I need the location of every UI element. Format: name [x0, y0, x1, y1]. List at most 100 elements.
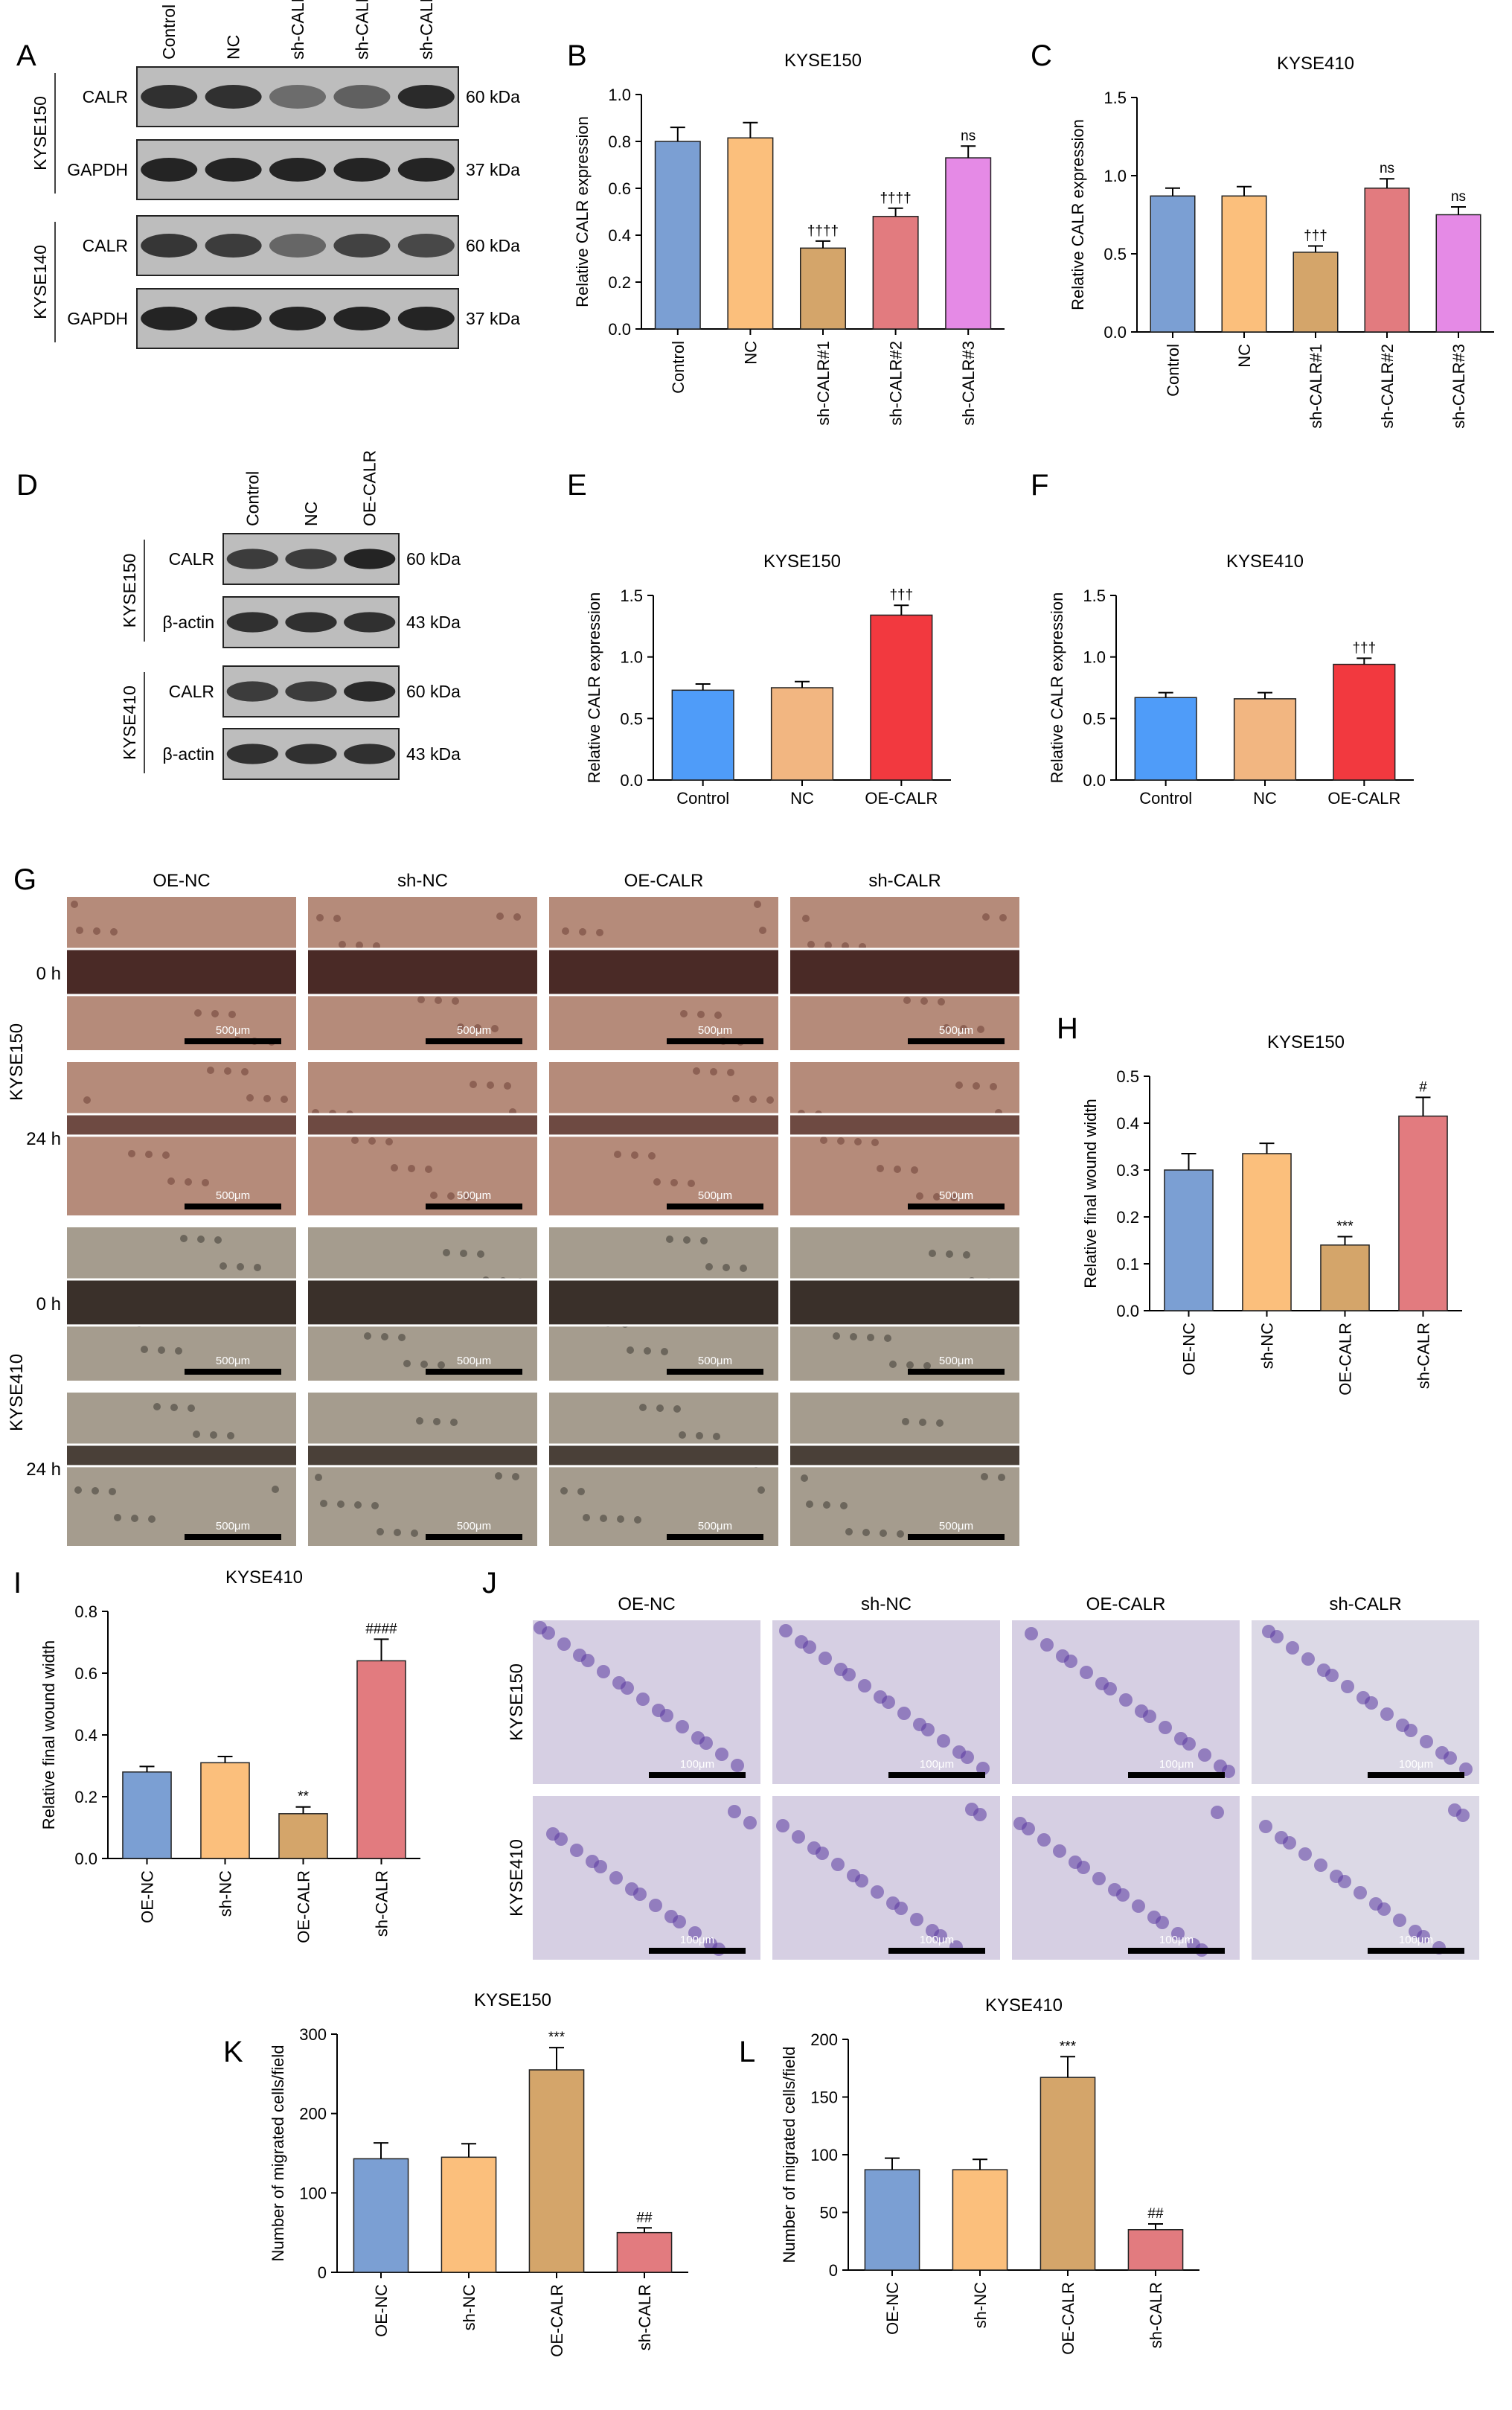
scale-bar — [667, 1204, 763, 1209]
chart-title: KYSE150 — [784, 51, 862, 71]
scale-bar — [426, 1038, 522, 1044]
wound-gap — [790, 1445, 1019, 1466]
x-tick-label: OE-CALR — [548, 2284, 566, 2357]
cell-texture — [845, 1528, 853, 1535]
cell-texture — [316, 914, 324, 921]
cell-texture — [656, 1404, 664, 1412]
cell-texture — [1211, 1806, 1224, 1819]
bar-charts: KYSE150 0.0 0.2 0.4 0.6 0.8 1.0 Relative CALR e… — [39, 51, 1494, 2357]
cell-texture — [167, 1177, 175, 1185]
cell-texture — [354, 1501, 362, 1509]
cell-texture — [946, 1250, 953, 1258]
cell-texture — [241, 1068, 249, 1075]
cell-texture — [175, 1347, 182, 1355]
cell-texture — [600, 1515, 607, 1522]
cell-texture — [373, 942, 380, 950]
cell-texture — [435, 997, 442, 1004]
chart-title: KYSE150 — [763, 552, 841, 572]
cell-texture — [460, 1250, 467, 1257]
blot-protein-label: GAPDH — [67, 160, 128, 179]
bar — [1040, 2077, 1096, 2271]
wound-gap — [308, 949, 537, 995]
scale-bar — [1128, 1772, 1225, 1778]
time-point-label: 24 h — [26, 1460, 61, 1480]
y-tick-label: 0.0 — [1116, 1302, 1139, 1320]
cell-texture — [93, 927, 100, 935]
cell-texture — [542, 1626, 555, 1640]
cell-texture — [609, 1871, 623, 1885]
bar — [1233, 698, 1297, 781]
y-tick-label: 50 — [820, 2204, 838, 2222]
cell-texture — [693, 1067, 700, 1075]
cell-texture — [512, 1473, 519, 1480]
cell-texture — [394, 1529, 401, 1536]
y-tick-label: 1.5 — [1103, 89, 1127, 107]
scale-bar — [888, 1772, 985, 1778]
image-column-label: OE-CALR — [624, 871, 704, 891]
cell-texture — [976, 1762, 990, 1775]
cell-texture — [740, 1265, 747, 1272]
cell-texture — [688, 1180, 695, 1187]
scale-bar-label: 100μm — [1399, 1758, 1433, 1771]
cell-texture — [705, 1263, 713, 1270]
cell-texture — [816, 1847, 829, 1860]
scale-bar — [426, 1369, 522, 1375]
bar — [945, 157, 992, 330]
cell-texture — [185, 1178, 192, 1186]
cell-texture — [1037, 1833, 1051, 1847]
cell-texture — [1040, 1638, 1054, 1652]
cell-texture — [411, 1530, 418, 1537]
y-axis-label: Number of migrated cells/field — [780, 2046, 798, 2263]
cell-texture — [673, 1405, 681, 1413]
cell-texture — [766, 1096, 774, 1104]
cell-texture — [351, 1137, 359, 1144]
cell-texture — [227, 1432, 234, 1439]
bar — [1134, 697, 1197, 781]
cell-texture — [597, 1665, 610, 1678]
bar — [1320, 1244, 1370, 1311]
blot-band — [269, 307, 327, 330]
cell-texture — [594, 1860, 607, 1873]
bar — [799, 247, 847, 330]
wound-gap — [549, 1445, 778, 1466]
cell-texture — [220, 1262, 227, 1270]
x-tick-label: NC — [1235, 344, 1254, 368]
blot-band — [344, 681, 396, 702]
y-axis-label: Relative CALR expression — [1069, 119, 1087, 310]
scale-bar-label: 500μm — [457, 1024, 491, 1037]
y-axis-label: Number of migrated cells/field — [269, 2045, 287, 2261]
x-tick-label: Control — [1139, 789, 1192, 808]
cell-texture — [1092, 1872, 1106, 1885]
cell-texture — [648, 1152, 656, 1160]
cell-texture — [889, 1361, 897, 1368]
scale-bar-label: 500μm — [939, 1355, 973, 1367]
cell-texture — [661, 1348, 668, 1355]
cell-texture — [92, 1487, 99, 1495]
cell-texture — [710, 1068, 717, 1075]
cell-texture — [973, 1082, 980, 1090]
cell-texture — [214, 1236, 222, 1244]
panel-letter-d: D — [16, 469, 38, 502]
blot-lane-label: Control — [159, 4, 179, 60]
blot-size-label: 60 kDa — [466, 87, 520, 106]
blot-band — [344, 549, 396, 569]
cell-texture — [1354, 1886, 1367, 1899]
cell-texture — [339, 941, 346, 948]
cell-texture — [145, 1151, 153, 1158]
cell-texture — [950, 1194, 958, 1201]
micrograph — [1012, 1796, 1240, 1960]
y-tick-label: 0.8 — [608, 132, 631, 151]
chart-panel-b: KYSE150 0.0 0.2 0.4 0.6 0.8 1.0 Relative CALR e… — [573, 51, 1005, 426]
cell-texture — [802, 915, 810, 922]
cell-texture — [474, 1024, 481, 1032]
cell-line-label: KYSE150 — [507, 1663, 527, 1741]
blot-band — [269, 234, 327, 258]
cell-texture — [713, 1433, 720, 1440]
x-tick-label: OE-CALR — [295, 1870, 313, 1943]
cell-texture — [596, 929, 603, 936]
cell-texture — [1456, 1809, 1470, 1822]
blot-cell-line-label: KYSE150 — [31, 96, 50, 170]
scale-bar-label: 500μm — [698, 1355, 732, 1367]
cell-texture — [364, 1332, 371, 1340]
bar — [1242, 1153, 1292, 1311]
